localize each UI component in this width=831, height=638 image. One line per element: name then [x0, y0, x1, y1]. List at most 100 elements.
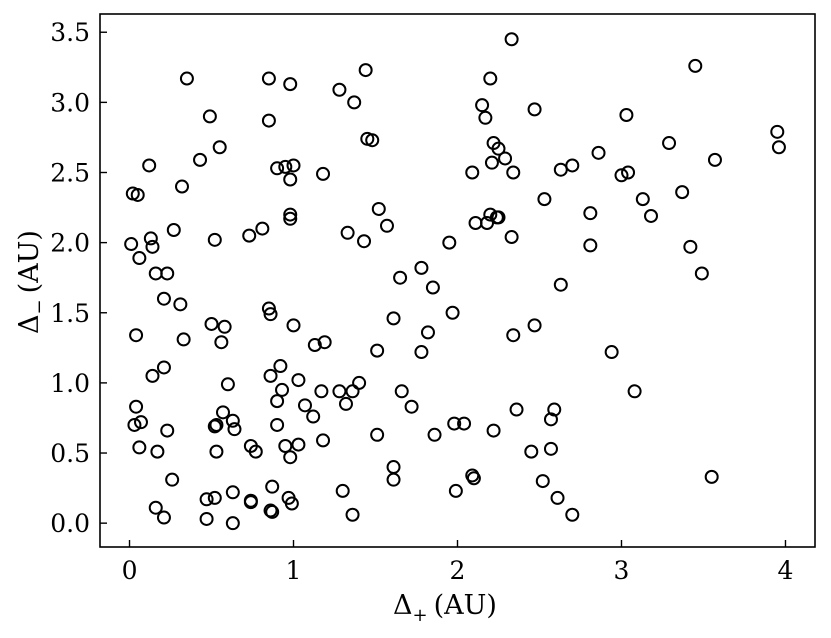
data-point [465, 165, 480, 180]
data-point [478, 110, 493, 125]
data-point [273, 359, 288, 374]
data-point [565, 158, 580, 173]
data-point [156, 291, 171, 306]
data-point [386, 311, 401, 326]
data-point [174, 179, 189, 194]
data-point [283, 77, 298, 92]
data-point [466, 471, 481, 486]
data-point [704, 469, 719, 484]
data-point [506, 328, 521, 343]
data-point [265, 504, 280, 519]
data-point [707, 152, 722, 167]
data-point [604, 345, 619, 360]
data-point [504, 32, 519, 47]
data-point [583, 206, 598, 221]
data-point [475, 98, 490, 113]
data-point [662, 136, 677, 151]
data-point [297, 398, 312, 413]
data-point [124, 237, 139, 252]
data-point [345, 384, 360, 399]
data-point [248, 444, 263, 459]
data-point [535, 474, 550, 489]
data-point [270, 417, 285, 432]
data-point [527, 102, 542, 117]
data-point [199, 492, 214, 507]
data-point [275, 382, 290, 397]
data-point [332, 82, 347, 97]
data-point [345, 507, 360, 522]
data-point [338, 396, 353, 411]
data-point [284, 496, 299, 511]
data-point [468, 215, 483, 230]
data-point [225, 516, 240, 531]
data-point [635, 192, 650, 207]
data-point [133, 415, 148, 430]
data-point [209, 417, 224, 432]
data-point [199, 511, 214, 526]
x-tick-label: 1 [286, 556, 302, 585]
data-point [352, 375, 367, 390]
data-point [332, 384, 347, 399]
data-point [486, 423, 501, 438]
data-point [130, 187, 145, 202]
data-point [202, 109, 217, 124]
data-point [683, 239, 698, 254]
data-point [215, 405, 230, 420]
data-point [371, 201, 386, 216]
data-point [207, 232, 222, 247]
data-point [129, 399, 144, 414]
data-point [176, 332, 191, 347]
data-point [506, 165, 521, 180]
data-point [347, 95, 362, 110]
x-tick-label: 3 [614, 556, 630, 585]
y-tick-label: 3.0 [50, 88, 90, 117]
data-point [225, 485, 240, 500]
data-point [286, 318, 301, 333]
data-point [483, 71, 498, 86]
data-point [484, 155, 499, 170]
data-point [278, 439, 293, 454]
data-point [214, 335, 229, 350]
data-point [278, 159, 293, 174]
data-point [340, 225, 355, 240]
y-tick-label: 1.0 [50, 369, 90, 398]
data-point [132, 440, 147, 455]
data-point [386, 472, 401, 487]
data-point [491, 141, 506, 156]
data-point [358, 63, 373, 78]
data-point [263, 307, 278, 322]
data-point [132, 251, 147, 266]
data-point [524, 444, 539, 459]
x-tick-label: 2 [450, 556, 466, 585]
data-point [553, 277, 568, 292]
data-point [261, 301, 276, 316]
y-tick-label: 2.5 [50, 158, 90, 187]
data-point [770, 124, 785, 139]
data-point [694, 266, 709, 281]
data-point [265, 479, 280, 494]
data-point [537, 192, 552, 207]
data-point [491, 210, 506, 225]
data-point [483, 207, 498, 222]
axis-ticks: 0 1 2 3 4 0.0 0.5 1.0 1.5 2.0 2.5 3.0 3.5 [50, 18, 793, 585]
data-point [583, 238, 598, 253]
y-tick-label: 2.0 [50, 229, 90, 258]
data-point [543, 441, 558, 456]
data-point [565, 507, 580, 522]
data-point [307, 338, 322, 353]
data-point [261, 113, 276, 128]
data-point [148, 500, 163, 515]
data-point [166, 223, 181, 238]
data-point [217, 319, 232, 334]
data-point [207, 419, 222, 434]
data-point [394, 384, 409, 399]
y-tick-label: 3.5 [50, 18, 90, 47]
data-point [263, 503, 278, 518]
data-point [393, 270, 408, 285]
data-point [220, 377, 235, 392]
data-point [156, 510, 171, 525]
data-point [143, 231, 158, 246]
data-point [291, 437, 306, 452]
data-point [675, 185, 690, 200]
